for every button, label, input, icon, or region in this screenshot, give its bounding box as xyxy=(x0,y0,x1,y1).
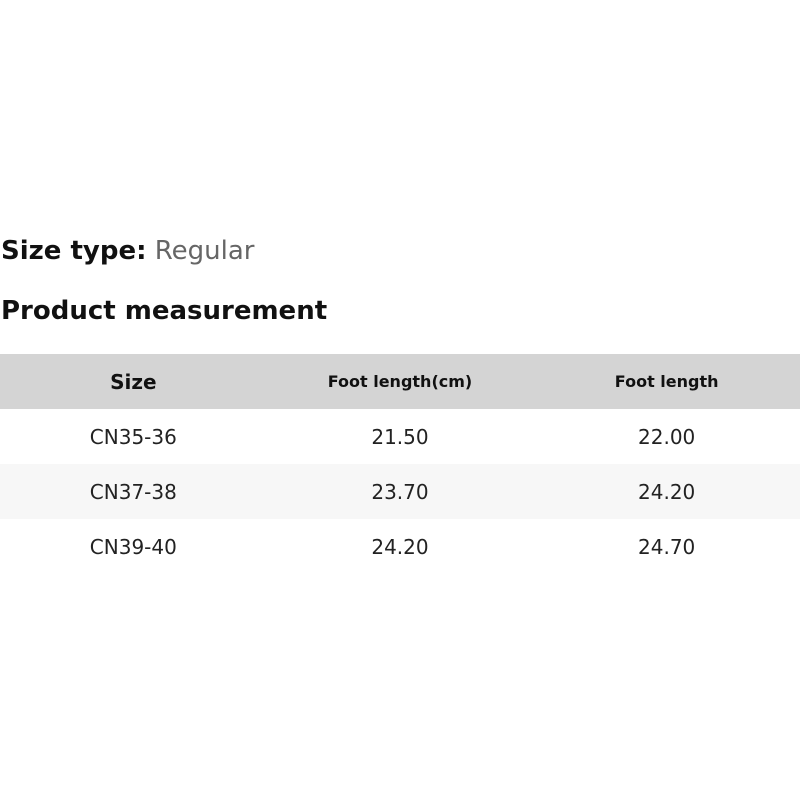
cell-foot-length-cm: 21.50 xyxy=(371,424,429,449)
size-type-value: Regular xyxy=(154,236,255,266)
cell-size: CN35-36 xyxy=(89,424,177,449)
cell-foot-length-cm: 23.70 xyxy=(371,479,429,504)
header-foot-length-cm: Foot length(cm) xyxy=(327,372,473,391)
table-row: CN39-40 24.20 24.70 xyxy=(0,519,800,574)
table-row: CN37-38 23.70 24.20 xyxy=(0,464,800,519)
size-type-label: Size type: xyxy=(1,236,147,266)
header-foot-length: Foot length xyxy=(614,372,719,391)
cell-foot-length: 24.20 xyxy=(638,479,696,504)
table-row: CN35-36 21.50 22.00 xyxy=(0,409,800,464)
cell-foot-length: 22.00 xyxy=(638,424,696,449)
section-title: Product measurement xyxy=(1,296,328,326)
cell-size: CN37-38 xyxy=(89,479,177,504)
header-size: Size xyxy=(110,369,157,394)
size-type: Size type: Regular xyxy=(1,236,254,266)
measurement-table: Size Foot length(cm) Foot length CN35-36… xyxy=(0,354,800,574)
cell-foot-length: 24.70 xyxy=(638,534,696,559)
table-header-row: Size Foot length(cm) Foot length xyxy=(0,354,800,409)
cell-foot-length-cm: 24.20 xyxy=(371,534,429,559)
cell-size: CN39-40 xyxy=(89,534,177,559)
